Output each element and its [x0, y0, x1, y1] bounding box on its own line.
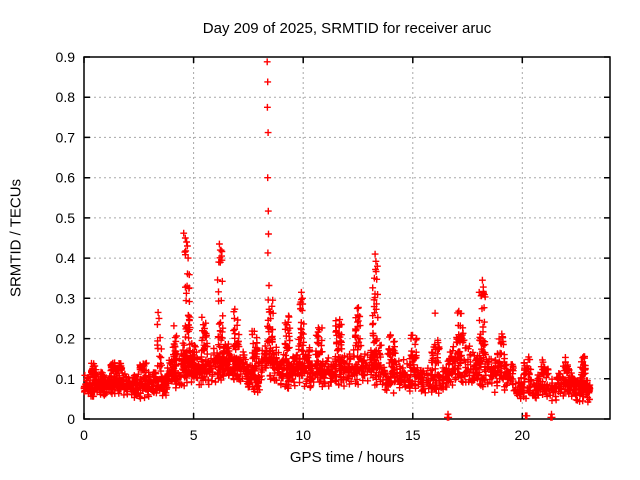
chart-title: Day 209 of 2025, SRMTID for receiver aru… — [202, 20, 492, 37]
gridlines — [84, 57, 610, 419]
x-axis-label: GPS time / hours — [289, 449, 405, 466]
y-tick-label: 0.9 — [56, 49, 76, 65]
x-tick-label: 0 — [80, 427, 88, 443]
y-tick-label: 0.2 — [56, 331, 76, 347]
x-tick-label: 5 — [190, 427, 198, 443]
scatter-points — [80, 58, 594, 421]
y-tick-label: 0.5 — [56, 210, 76, 226]
y-tick-label: 0.8 — [56, 89, 76, 105]
x-tick-label: 15 — [405, 427, 421, 443]
y-tick-label: 0.6 — [56, 170, 76, 186]
y-tick-label: 0 — [67, 411, 75, 427]
y-tick-label: 0.7 — [56, 129, 76, 145]
x-tick-label: 20 — [515, 427, 531, 443]
x-tick-label: 10 — [295, 427, 311, 443]
y-tick-label: 0.1 — [56, 371, 76, 387]
y-tick-label: 0.3 — [56, 290, 76, 306]
y-tick-label: 0.4 — [56, 250, 76, 266]
plot-border — [83, 56, 611, 420]
